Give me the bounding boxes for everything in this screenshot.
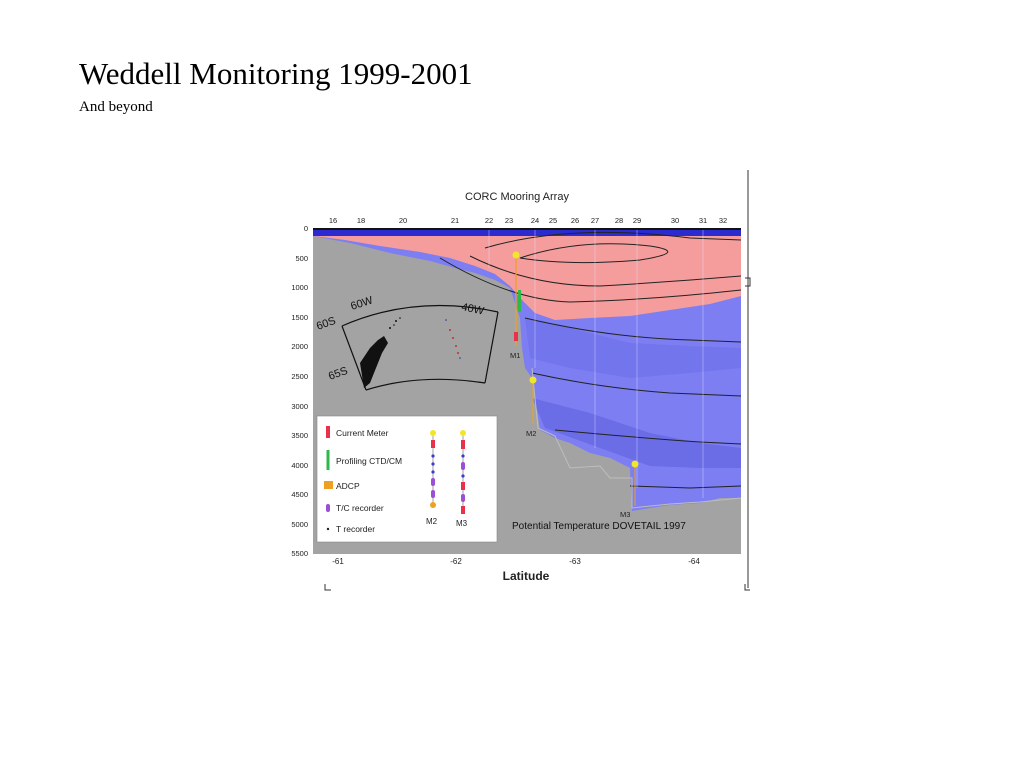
legend-item-current-meter: Current Meter <box>326 426 389 438</box>
y-tick-label: 5500 <box>291 549 308 558</box>
station-number: 31 <box>699 216 707 225</box>
legend-label: Profiling CTD/CM <box>336 456 402 466</box>
legend-item-adcp: ADCP <box>324 481 360 491</box>
station-number: 20 <box>399 216 407 225</box>
mooring-array-figure: CORC Mooring Array 16 18 20 21 22 23 24 … <box>270 168 752 592</box>
station-number: 22 <box>485 216 493 225</box>
legend-item-t-recorder: T recorder <box>326 524 375 534</box>
station-number: 28 <box>615 216 623 225</box>
legend-mooring-label: M3 <box>456 519 468 528</box>
y-tick-label: 1500 <box>291 313 308 322</box>
station-number: 30 <box>671 216 679 225</box>
inset-map: 60W 40W 60S 65S <box>315 294 499 391</box>
x-axis-label: Latitude <box>503 569 550 583</box>
station-number: 27 <box>591 216 599 225</box>
mooring-m1: M1 <box>510 251 521 360</box>
y-tick-label: 2500 <box>291 372 308 381</box>
section-plot <box>313 228 742 554</box>
x-tick-label: -63 <box>569 557 581 566</box>
station-number: 32 <box>719 216 727 225</box>
legend-mooring-m2-schematic: M2 <box>426 430 438 526</box>
x-axis: -61 -62 -63 -64 <box>332 557 700 566</box>
slide-subtitle: And beyond <box>79 99 153 115</box>
figure-title: CORC Mooring Array <box>465 191 569 203</box>
legend-mooring-label: M2 <box>426 517 438 526</box>
mooring-m2: M2 <box>526 376 537 438</box>
warm-water-mass <box>313 232 741 320</box>
mooring-m3: M3 <box>620 460 639 519</box>
surface-layer <box>313 228 741 236</box>
mooring-label: M1 <box>510 351 520 360</box>
legend-label: T/C recorder <box>336 503 384 513</box>
y-tick-label: 2000 <box>291 342 308 351</box>
legend: Current Meter Profiling CTD/CM ADCP T/C … <box>316 415 498 543</box>
y-tick-label: 500 <box>295 254 308 263</box>
slide-title: Weddell Monitoring 1999-2001 <box>79 56 473 91</box>
y-tick-label: 4500 <box>291 490 308 499</box>
antarctic-peninsula <box>360 336 388 388</box>
legend-item-profiling-ctd: Profiling CTD/CM <box>326 450 402 470</box>
mooring-label: M3 <box>620 510 630 519</box>
legend-label: ADCP <box>336 481 360 491</box>
y-tick-label: 3500 <box>291 431 308 440</box>
y-axis: 0 500 1000 1500 2000 2500 3000 3500 4000… <box>291 224 308 558</box>
station-number: 26 <box>571 216 579 225</box>
x-tick-label: -61 <box>332 557 344 566</box>
y-tick-label: 5000 <box>291 520 308 529</box>
legend-label: T recorder <box>336 524 375 534</box>
station-numbers: 16 18 20 21 22 23 24 25 26 27 28 29 30 3… <box>329 216 727 225</box>
legend-mooring-m3-schematic: M3 <box>456 430 468 528</box>
y-tick-label: 4000 <box>291 461 308 470</box>
station-number: 24 <box>531 216 539 225</box>
x-tick-label: -62 <box>450 557 462 566</box>
inset-lon-label: 40W <box>460 301 485 318</box>
mooring-label: M2 <box>526 429 536 438</box>
y-tick-label: 3000 <box>291 402 308 411</box>
y-tick-label: 1000 <box>291 283 308 292</box>
y-tick-label: 0 <box>304 224 308 233</box>
station-number: 25 <box>549 216 557 225</box>
legend-item-tc-recorder: T/C recorder <box>326 503 384 513</box>
station-number: 21 <box>451 216 459 225</box>
station-number: 16 <box>329 216 337 225</box>
legend-label: Current Meter <box>336 428 389 438</box>
station-number: 29 <box>633 216 641 225</box>
figure-caption: Potential Temperature DOVETAIL 1997 <box>512 521 686 532</box>
station-number: 23 <box>505 216 513 225</box>
station-number: 18 <box>357 216 365 225</box>
x-tick-label: -64 <box>688 557 700 566</box>
